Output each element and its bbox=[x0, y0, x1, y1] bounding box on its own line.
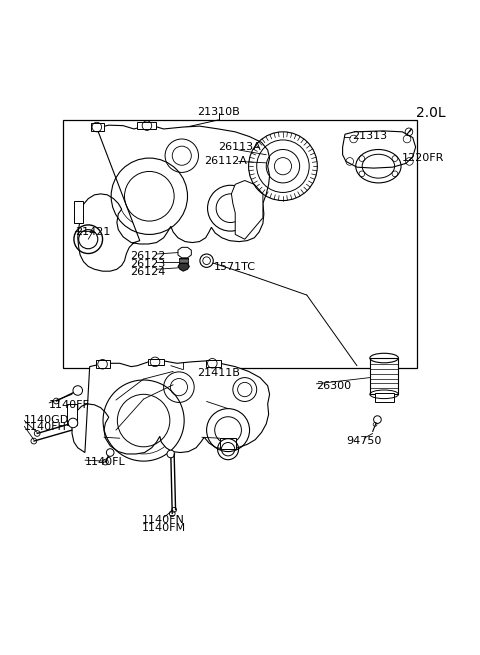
Circle shape bbox=[73, 386, 83, 395]
Polygon shape bbox=[231, 181, 263, 239]
Text: 21313: 21313 bbox=[352, 130, 387, 141]
Circle shape bbox=[107, 449, 114, 457]
Text: 1140FF: 1140FF bbox=[49, 400, 90, 410]
Circle shape bbox=[373, 416, 381, 423]
Bar bbox=[370, 358, 398, 394]
Polygon shape bbox=[91, 123, 104, 131]
Polygon shape bbox=[67, 404, 77, 425]
Polygon shape bbox=[78, 125, 270, 271]
Text: 26124: 26124 bbox=[130, 267, 166, 276]
Polygon shape bbox=[343, 131, 416, 168]
Polygon shape bbox=[72, 361, 270, 454]
Text: 26112A: 26112A bbox=[204, 157, 247, 166]
Polygon shape bbox=[74, 201, 84, 223]
Polygon shape bbox=[178, 248, 192, 258]
Text: 26113A: 26113A bbox=[218, 142, 261, 152]
Text: 1140FM: 1140FM bbox=[142, 523, 186, 533]
Polygon shape bbox=[178, 263, 190, 271]
Text: 1140GD: 1140GD bbox=[24, 415, 70, 424]
Text: 1140FL: 1140FL bbox=[85, 457, 126, 467]
Circle shape bbox=[200, 254, 213, 267]
Polygon shape bbox=[220, 438, 236, 449]
Text: 21310B: 21310B bbox=[197, 107, 240, 117]
Text: 94750: 94750 bbox=[347, 436, 382, 446]
Bar bbox=[63, 120, 417, 368]
Polygon shape bbox=[137, 122, 156, 129]
Text: 26123: 26123 bbox=[130, 259, 166, 269]
Text: 1571TC: 1571TC bbox=[214, 262, 256, 272]
Bar bbox=[374, 393, 394, 402]
Polygon shape bbox=[96, 360, 110, 368]
Polygon shape bbox=[205, 360, 221, 367]
Text: 21411B: 21411B bbox=[197, 368, 240, 378]
Text: 1140FH: 1140FH bbox=[24, 422, 67, 432]
Circle shape bbox=[68, 418, 78, 428]
Text: 21421: 21421 bbox=[75, 227, 111, 237]
Text: 26300: 26300 bbox=[316, 381, 351, 391]
Text: 2.0L: 2.0L bbox=[416, 105, 445, 120]
Circle shape bbox=[167, 450, 175, 458]
Text: 26122: 26122 bbox=[130, 251, 166, 261]
Polygon shape bbox=[148, 358, 164, 365]
Text: 1220FR: 1220FR bbox=[402, 153, 444, 163]
Text: 1140FN: 1140FN bbox=[142, 515, 185, 525]
Bar bbox=[180, 258, 188, 265]
